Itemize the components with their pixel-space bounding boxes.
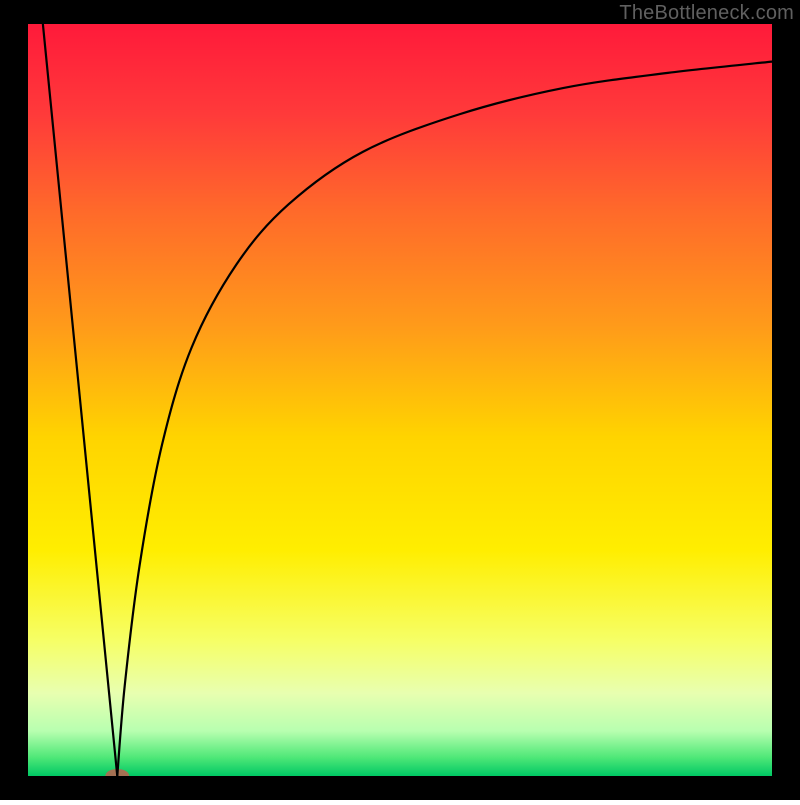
chart-svg [0, 0, 800, 800]
bottleneck-chart: TheBottleneck.com [0, 0, 800, 800]
plot-background-gradient [28, 24, 772, 776]
watermark-text: TheBottleneck.com [619, 2, 794, 25]
